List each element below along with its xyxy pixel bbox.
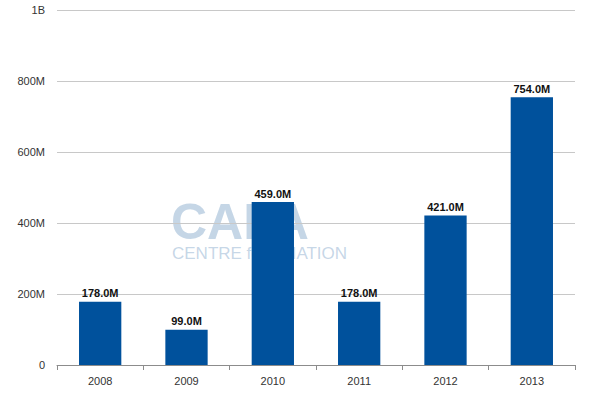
svg-text:2012: 2012 [433, 375, 457, 387]
svg-text:421.0M: 421.0M [427, 201, 464, 213]
svg-text:CAPA: CAPA [171, 194, 309, 250]
svg-text:0: 0 [39, 359, 45, 371]
svg-text:2009: 2009 [174, 375, 198, 387]
svg-text:178.0M: 178.0M [82, 287, 119, 299]
svg-text:CENTRE for AVIATION: CENTRE for AVIATION [172, 244, 348, 263]
svg-text:459.0M: 459.0M [254, 188, 291, 200]
svg-text:800M: 800M [17, 75, 45, 87]
svg-text:600M: 600M [17, 146, 45, 158]
svg-text:200M: 200M [17, 288, 45, 300]
svg-text:400M: 400M [17, 217, 45, 229]
svg-text:754.0M: 754.0M [513, 83, 550, 95]
svg-text:2011: 2011 [347, 375, 371, 387]
svg-text:1B: 1B [32, 4, 45, 16]
svg-text:178.0M: 178.0M [341, 287, 378, 299]
svg-text:2013: 2013 [520, 375, 544, 387]
svg-text:2008: 2008 [88, 375, 112, 387]
svg-text:99.0M: 99.0M [171, 315, 202, 327]
svg-text:2010: 2010 [261, 375, 285, 387]
